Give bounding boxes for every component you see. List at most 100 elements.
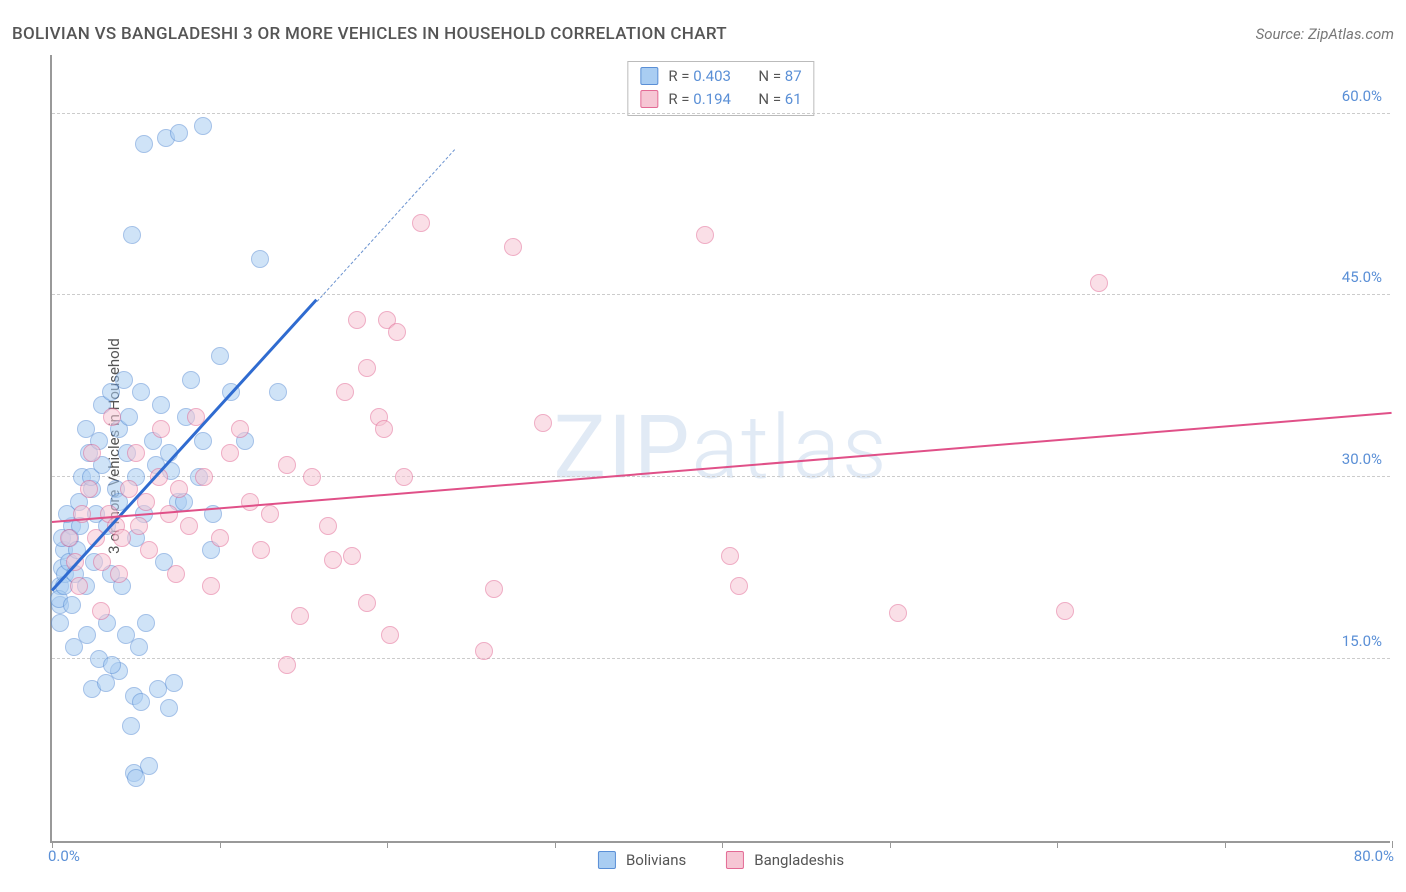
x-tick-mark (890, 841, 891, 848)
scatter-point (269, 383, 287, 401)
scatter-point (412, 214, 430, 232)
scatter-point (195, 468, 213, 486)
x-tick-mark (1225, 841, 1226, 848)
scatter-point (889, 604, 907, 622)
scatter-point (115, 371, 133, 389)
scatter-point (1056, 602, 1074, 620)
scatter-point (140, 541, 158, 559)
scatter-point (93, 553, 111, 571)
scatter-point (120, 408, 138, 426)
scatter-point (278, 456, 296, 474)
scatter-point (221, 444, 239, 462)
scatter-point (165, 674, 183, 692)
y-tick-label: 45.0% (1342, 268, 1382, 286)
legend-swatch (726, 851, 744, 869)
scatter-point (475, 642, 493, 660)
scatter-point (51, 614, 69, 632)
scatter-point (261, 505, 279, 523)
scatter-point (194, 432, 212, 450)
scatter-plot-area: ZIPatlas R = 0.403 N = 87R = 0.194 N = 6… (50, 55, 1390, 843)
y-tick-label: 15.0% (1342, 632, 1382, 650)
gridline-h (52, 476, 1390, 477)
scatter-point (358, 594, 376, 612)
scatter-point (180, 517, 198, 535)
legend-item: Bolivians (598, 851, 686, 869)
scatter-point (730, 577, 748, 595)
scatter-point (534, 414, 552, 432)
legend-swatch (598, 851, 616, 869)
scatter-point (348, 311, 366, 329)
scatter-point (485, 580, 503, 598)
scatter-point (291, 607, 309, 625)
scatter-point (696, 226, 714, 244)
scatter-point (130, 517, 148, 535)
x-tick-mark (555, 841, 556, 848)
source-credit: Source: ZipAtlas.com (1256, 25, 1394, 43)
x-tick-mark (722, 841, 723, 848)
legend-label: Bolivians (626, 851, 686, 869)
scatter-point (504, 238, 522, 256)
scatter-point (324, 551, 342, 569)
gridline-h (52, 113, 1390, 114)
scatter-point (135, 135, 153, 153)
scatter-point (110, 565, 128, 583)
scatter-point (721, 547, 739, 565)
scatter-point (319, 517, 337, 535)
scatter-point (336, 383, 354, 401)
scatter-point (103, 656, 121, 674)
scatter-point (375, 420, 393, 438)
x-tick-label: 80.0% (1354, 847, 1394, 865)
stats-row: R = 0.194 N = 61 (640, 88, 801, 111)
scatter-point (1090, 274, 1108, 292)
scatter-point (97, 674, 115, 692)
scatter-point (63, 596, 81, 614)
scatter-point (152, 420, 170, 438)
scatter-point (388, 323, 406, 341)
x-tick-mark (387, 841, 388, 848)
x-tick-label: 0.0% (48, 847, 80, 865)
scatter-point (113, 529, 131, 547)
scatter-point (103, 408, 121, 426)
y-tick-label: 60.0% (1342, 87, 1382, 105)
gridline-h (52, 658, 1390, 659)
scatter-point (395, 468, 413, 486)
scatter-point (92, 602, 110, 620)
scatter-point (78, 626, 96, 644)
scatter-point (343, 547, 361, 565)
gridline-h (52, 294, 1390, 295)
x-tick-mark (1057, 841, 1058, 848)
scatter-point (358, 359, 376, 377)
correlation-stats-legend: R = 0.403 N = 87R = 0.194 N = 61 (627, 61, 814, 116)
scatter-point (303, 468, 321, 486)
scatter-point (83, 444, 101, 462)
scatter-point (182, 371, 200, 389)
legend-swatch (640, 90, 658, 108)
scatter-point (241, 493, 259, 511)
legend-label: Bangladeshis (754, 851, 844, 869)
scatter-point (80, 480, 98, 498)
scatter-point (211, 347, 229, 365)
scatter-point (251, 250, 269, 268)
scatter-point (211, 529, 229, 547)
scatter-point (132, 693, 150, 711)
trend-line (316, 149, 454, 301)
scatter-point (278, 656, 296, 674)
stats-row: R = 0.403 N = 87 (640, 65, 801, 88)
scatter-point (231, 420, 249, 438)
scatter-point (122, 717, 140, 735)
scatter-point (140, 757, 158, 775)
scatter-point (149, 680, 167, 698)
legend-item: Bangladeshis (726, 851, 844, 869)
scatter-point (70, 577, 88, 595)
x-tick-mark (220, 841, 221, 848)
scatter-point (252, 541, 270, 559)
scatter-point (127, 444, 145, 462)
scatter-point (130, 638, 148, 656)
scatter-point (137, 614, 155, 632)
watermark: ZIPatlas (553, 397, 888, 500)
scatter-point (202, 577, 220, 595)
scatter-point (132, 383, 150, 401)
scatter-point (160, 699, 178, 717)
legend-swatch (640, 67, 658, 85)
series-legend: Bolivians Bangladeshis (598, 851, 844, 869)
